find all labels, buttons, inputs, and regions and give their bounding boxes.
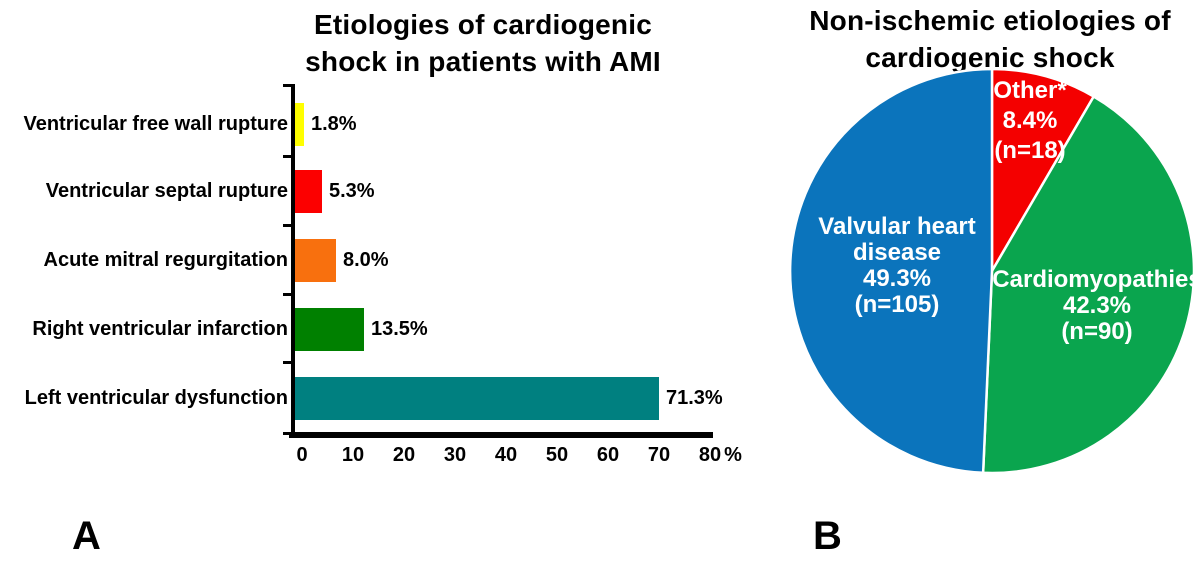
y-axis-tick <box>283 155 292 158</box>
x-tick-label: 0 <box>296 444 308 466</box>
y-axis-tick <box>283 361 292 364</box>
bar <box>295 239 336 282</box>
bar <box>295 308 364 351</box>
y-axis-tick <box>283 224 292 227</box>
category-label: Ventricular free wall rupture <box>23 113 288 135</box>
y-axis-tick <box>283 84 292 87</box>
bar <box>295 377 659 420</box>
pie-chart-title: Non-ischemic etiologies of cardiogenic s… <box>809 5 1171 73</box>
x-tick-label: 20 <box>392 444 416 466</box>
category-label: Right ventricular infarction <box>32 318 288 340</box>
pie-slice-label-cardiomyopathies: Cardiomyopathies 42.3% (n=90) <box>992 266 1200 345</box>
y-axis-tick <box>283 432 292 435</box>
bar-chart-title: Etiologies of cardiogenic shock in patie… <box>305 9 661 77</box>
x-tick-label: 60 <box>596 444 620 466</box>
bar-value-label: 71.3% <box>666 387 723 409</box>
y-axis-tick <box>283 293 292 296</box>
category-label: Ventricular septal rupture <box>45 180 288 202</box>
y-axis-line <box>291 84 295 435</box>
x-axis-unit-label: % <box>724 444 742 466</box>
pie-slice-label-valvular: Valvular heart disease 49.3% (n=105) <box>818 213 976 318</box>
pie-chart <box>788 67 1196 475</box>
pie-slice-valvular-heart-disease <box>788 67 994 475</box>
x-tick-label: 80 <box>698 444 722 466</box>
x-tick-label: 30 <box>443 444 467 466</box>
bar-value-label: 5.3% <box>329 180 375 202</box>
bar-value-label: 13.5% <box>371 318 428 340</box>
category-label: Acute mitral regurgitation <box>43 249 288 271</box>
x-tick-label: 10 <box>341 444 365 466</box>
pie-slice-cardiomyopathies <box>981 95 1196 475</box>
bar <box>295 103 304 146</box>
bar-value-label: 1.8% <box>311 113 357 135</box>
bar-value-label: 8.0% <box>343 249 389 271</box>
pie-slice-other- <box>990 67 1095 273</box>
x-tick-label: 50 <box>545 444 569 466</box>
category-label: Left ventricular dysfunction <box>24 387 288 409</box>
x-axis-line <box>289 432 713 438</box>
panel-label-b: B <box>813 514 842 558</box>
panel-label-a: A <box>72 514 101 558</box>
x-tick-label: 70 <box>647 444 671 466</box>
pie-slice-label-other: Other* 8.4% (n=18) <box>993 77 1067 164</box>
bar <box>295 170 322 213</box>
x-tick-label: 40 <box>494 444 518 466</box>
